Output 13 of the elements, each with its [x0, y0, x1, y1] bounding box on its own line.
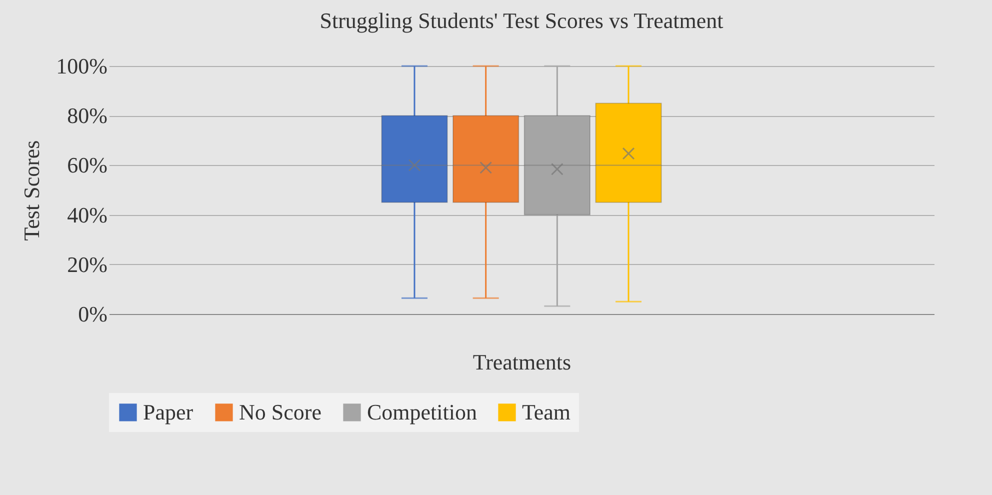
- y-tick-label: 40%: [67, 202, 108, 228]
- y-tick-label: 20%: [67, 252, 108, 277]
- legend-label: No Score: [239, 399, 322, 424]
- legend-label: Paper: [143, 399, 194, 424]
- y-tick-label: 100%: [56, 54, 108, 78]
- legend-label: Team: [522, 399, 571, 424]
- y-tick-label: 80%: [67, 103, 108, 128]
- y-axis-title: Test Scores: [19, 140, 44, 241]
- y-tick-label: 0%: [78, 302, 108, 326]
- y-tick-label: 60%: [67, 152, 108, 178]
- x-axis-title: Treatments: [472, 350, 572, 374]
- legend-label: Competition: [367, 399, 477, 424]
- chart-title: Struggling Students' Test Scores vs Treatment: [320, 8, 724, 33]
